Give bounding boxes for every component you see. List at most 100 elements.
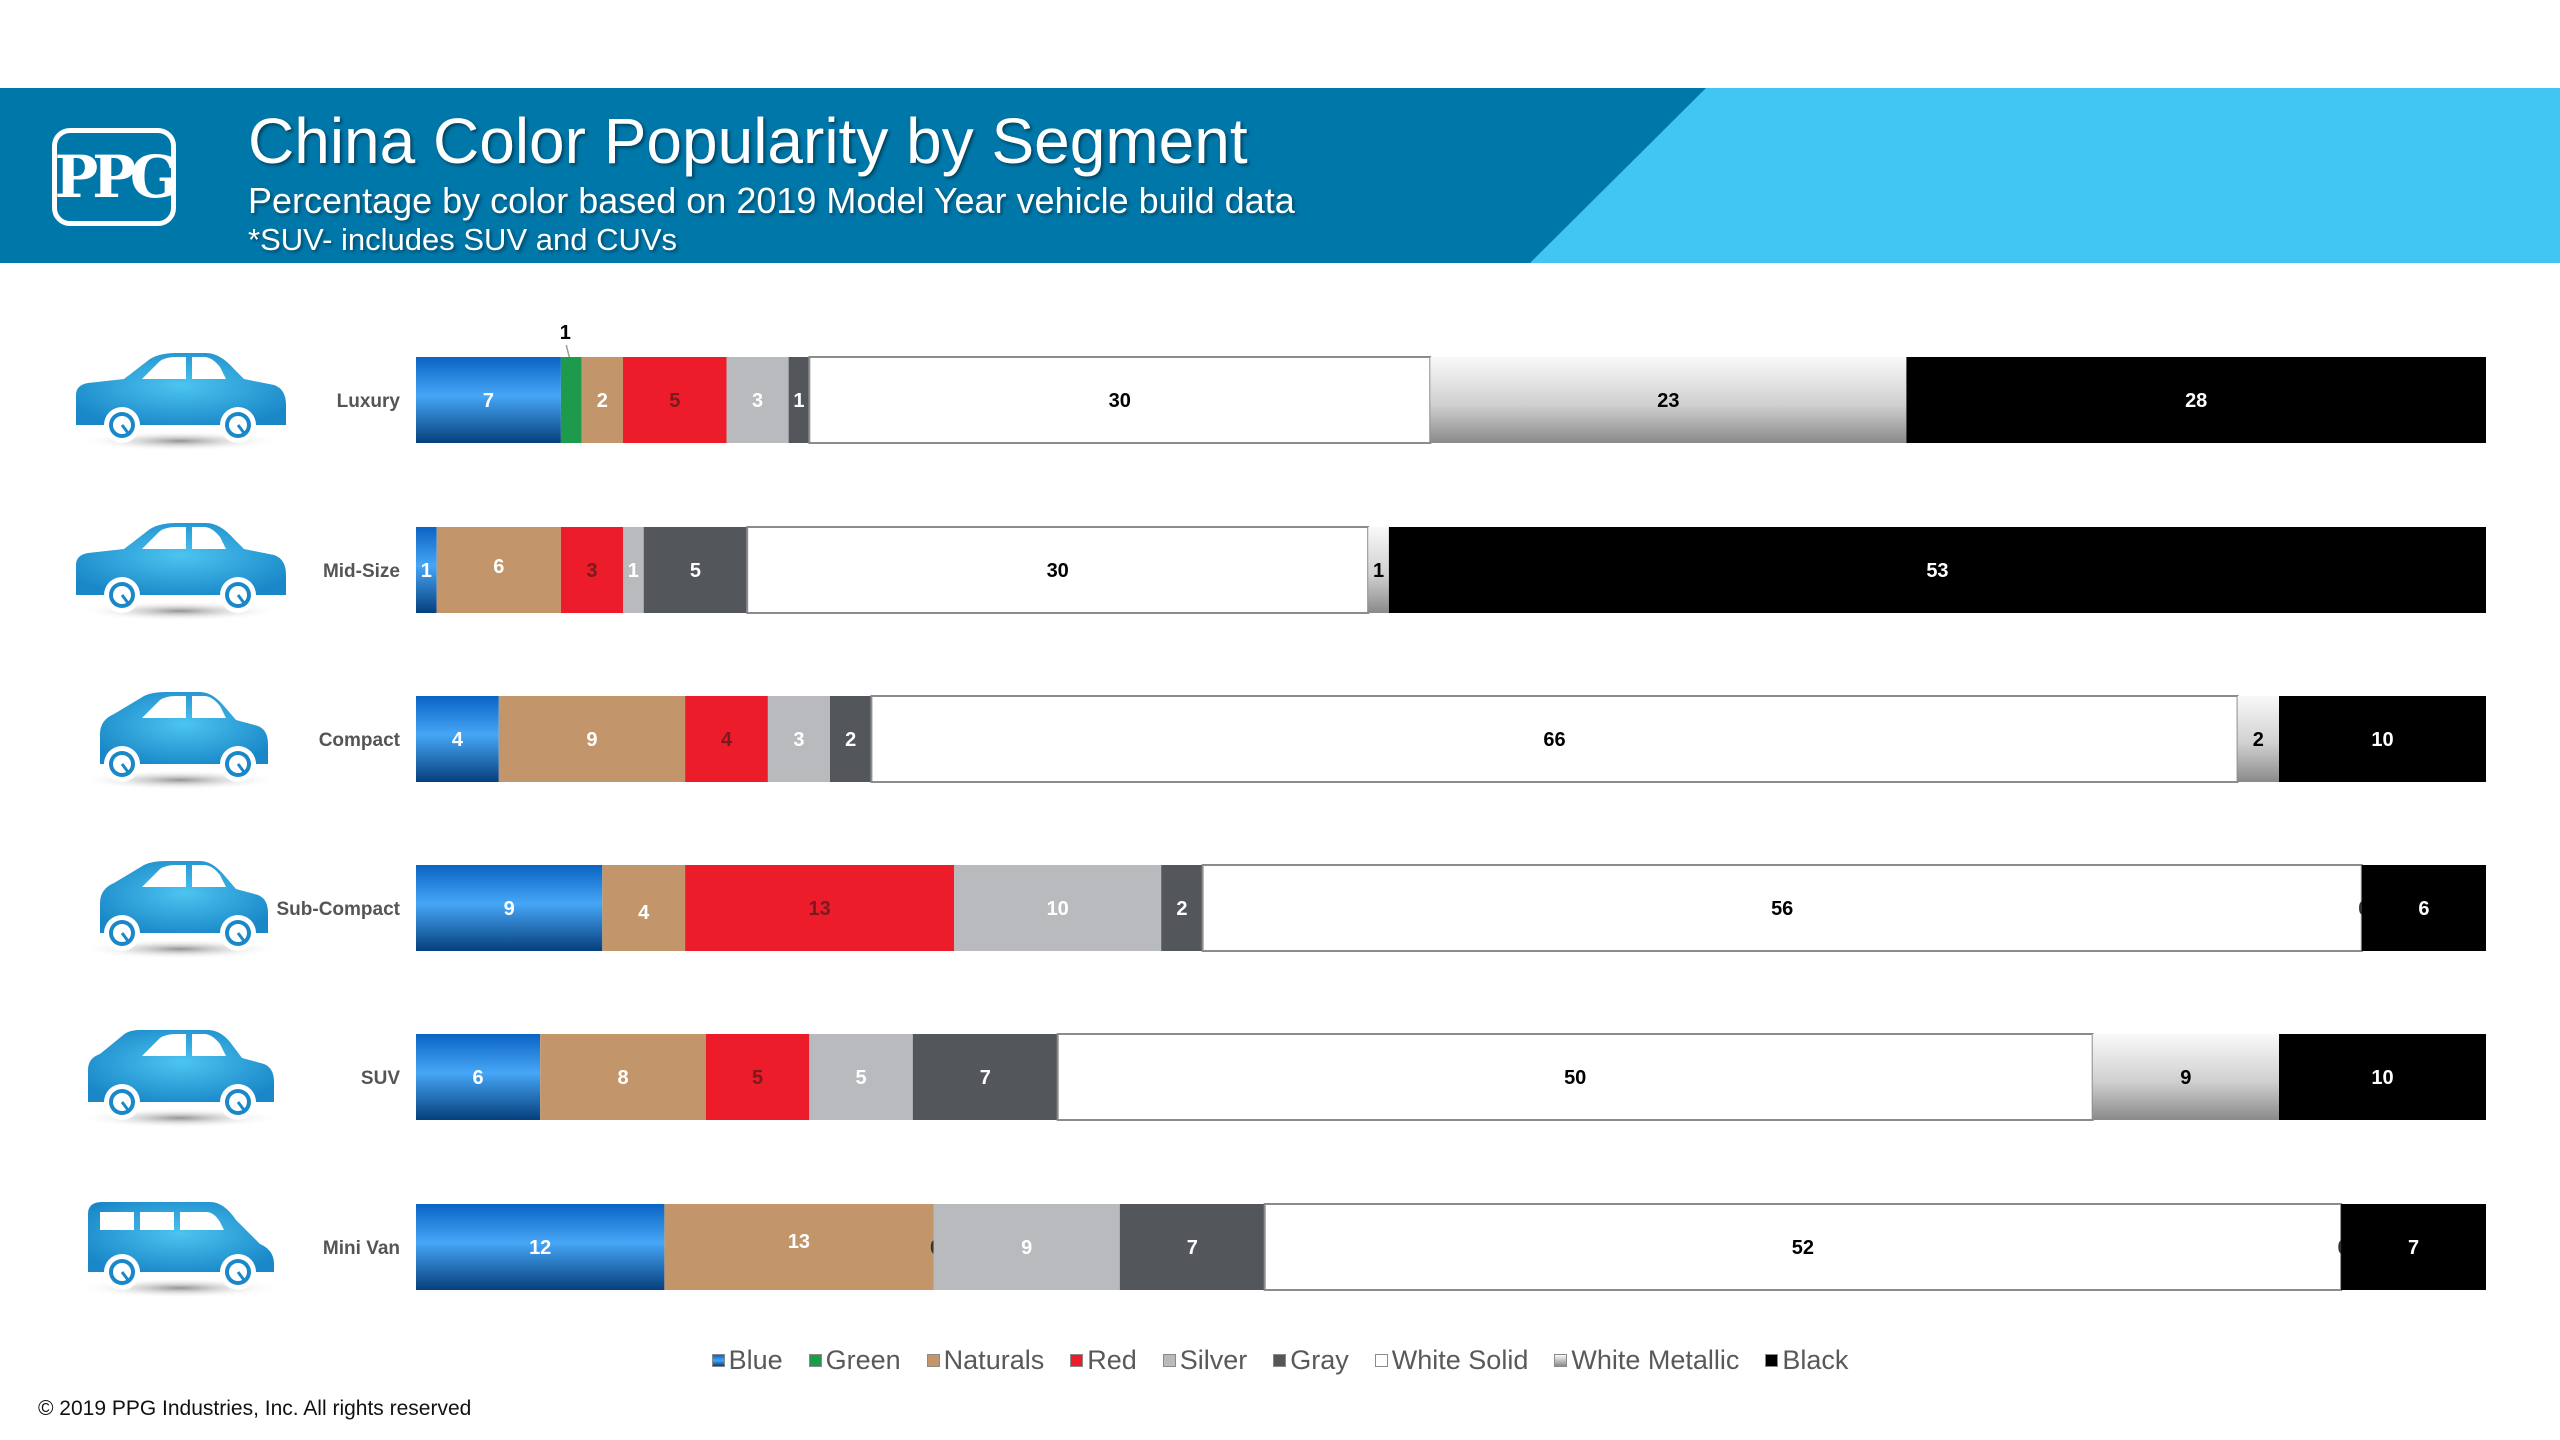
bar-segment-luxury-blue — [416, 357, 561, 443]
legend-item-gray: Gray — [1273, 1345, 1349, 1376]
legend-item-white-metallic: White Metallic — [1554, 1345, 1739, 1376]
bar-segment-luxury-red — [623, 357, 727, 443]
hatchback-car-icon — [80, 692, 280, 790]
subcompact-car-icon — [80, 861, 280, 959]
data-label-mini-van-gray: 7 — [1187, 1237, 1198, 1259]
data-label-suv-silver: 5 — [855, 1067, 866, 1089]
data-label-compact-blue: 4 — [452, 729, 464, 751]
bar-segment-luxury-white-metallic — [1430, 357, 1907, 443]
bar-segment-compact-gray — [830, 696, 872, 782]
data-label-luxury-white-solid: 30 — [1109, 390, 1131, 412]
bar-row-sub-compact: Sub-Compact94131025606 — [277, 864, 2486, 952]
legend-label: White Metallic — [1571, 1345, 1740, 1375]
legend-swatch-red — [1070, 1354, 1084, 1367]
legend-item-black: Black — [1765, 1345, 1848, 1376]
data-label-luxury-gray: 1 — [793, 390, 804, 412]
data-label-sub-compact-gray: 2 — [1176, 898, 1187, 920]
category-label: SUV — [361, 1068, 400, 1089]
bar-segment-luxury-black — [1906, 357, 2486, 443]
legend-label: White Solid — [1391, 1345, 1529, 1375]
bar-segment-mid-size-gray — [643, 527, 748, 613]
bar-segment-compact-naturals — [498, 696, 686, 782]
data-label-suv-black: 10 — [2371, 1067, 2393, 1089]
category-label: Mini Van — [323, 1238, 400, 1259]
bar-segment-sub-compact-black — [2361, 865, 2486, 951]
legend-swatch-blue — [711, 1354, 725, 1367]
bar-segment-compact-blue — [416, 696, 499, 782]
chart-legend: Blue Green Naturals Red Silver Gray White Soli… — [0, 1345, 2560, 1376]
suv-car-icon — [80, 1030, 280, 1128]
legend-label: Silver — [1179, 1345, 1248, 1375]
legend-swatch-silver — [1162, 1354, 1176, 1367]
legend-item-blue: Blue — [711, 1345, 783, 1376]
header-dark-band: PPG China Color Popularity by Segment Pe… — [0, 88, 1706, 263]
bar-segment-sub-compact-red — [685, 865, 955, 951]
legend-label: Green — [825, 1345, 901, 1375]
category-label: Compact — [319, 730, 401, 751]
bar-row-compact: Compact 4 9 4 3 2 66 2 10 — [319, 695, 2486, 783]
bar-segment-mid-size-silver — [623, 527, 644, 613]
data-label-compact-gray: 2 — [845, 729, 856, 751]
bar-segment-compact-black — [2279, 696, 2486, 782]
data-label-compact-silver: 3 — [793, 729, 804, 751]
bar-segment-suv-white-metallic — [2092, 1034, 2279, 1120]
bar-segment-mini-van-silver — [933, 1204, 1120, 1290]
bar-segment-sub-compact-white-solid — [1201, 864, 2363, 952]
bar-segment-luxury-gray — [788, 357, 810, 443]
data-label-luxury-green: 1 — [560, 322, 571, 344]
legend-label: Red — [1087, 1345, 1137, 1375]
page-note: *SUV- includes SUV and CUVs — [248, 222, 678, 257]
data-label-mini-van-naturals: 13 — [788, 1231, 810, 1253]
data-label-sub-compact-red: 13 — [809, 898, 831, 920]
copyright-footer: © 2019 PPG Industries, Inc. All rights r… — [38, 1397, 472, 1420]
minivan-icon — [80, 1202, 280, 1298]
bar-segment-compact-red — [685, 696, 768, 782]
header-banner: PPG China Color Popularity by Segment Pe… — [0, 88, 2560, 263]
data-label-mid-size-silver: 1 — [628, 560, 639, 582]
bar-segment-luxury-green — [560, 357, 582, 443]
category-label: Sub-Compact — [277, 899, 401, 920]
data-label-mid-size-blue: 1 — [421, 560, 432, 582]
bar-segment-compact-white-metallic — [2237, 696, 2279, 782]
bar-segment-compact-white-solid — [870, 695, 2239, 783]
bar-row-mini-van: Mini Van12130975207 — [323, 1203, 2486, 1291]
data-label-sub-compact-white-solid: 56 — [1771, 898, 1793, 920]
data-label-mid-size-gray: 5 — [690, 560, 701, 582]
data-label-mini-van-blue: 12 — [529, 1237, 551, 1259]
sedan-car-icon — [76, 353, 286, 451]
bar-segment-compact-silver — [767, 696, 830, 782]
bar-row-luxury: Luxury 7 1 2 5 3 1 30 23 28 — [337, 322, 2486, 444]
bar-segment-luxury-silver — [726, 357, 789, 443]
data-label-compact-red: 4 — [721, 729, 733, 751]
data-label-mini-van-silver: 9 — [1021, 1237, 1032, 1259]
legend-swatch-black — [1765, 1354, 1779, 1367]
data-label-suv-gray: 7 — [980, 1067, 991, 1089]
bar-segment-mini-van-black — [2341, 1204, 2486, 1290]
data-label-compact-black: 10 — [2371, 729, 2393, 751]
bar-segment-mini-van-white-solid — [1263, 1203, 2343, 1291]
data-label-mini-van-black: 7 — [2408, 1237, 2419, 1259]
data-label-compact-naturals: 9 — [586, 729, 597, 751]
data-label-suv-red: 5 — [752, 1067, 763, 1089]
page-title: China Color Popularity by Segment — [248, 105, 1248, 177]
legend-swatch-white-metallic — [1554, 1354, 1568, 1367]
data-label-luxury-silver: 3 — [752, 390, 763, 412]
bar-segment-sub-compact-naturals — [602, 865, 686, 951]
data-label-sub-compact-naturals: 4 — [638, 902, 650, 924]
bar-segment-sub-compact-silver — [954, 865, 1162, 951]
data-label-luxury-blue: 7 — [483, 390, 494, 412]
data-label-suv-white-solid: 50 — [1564, 1067, 1586, 1089]
bar-row-mid-size: Mid-Size 1 6 3 1 5 30 1 53 — [323, 526, 2486, 614]
logo-text: PPG — [54, 143, 180, 211]
legend-label: Blue — [728, 1345, 783, 1375]
data-label-mid-size-red: 3 — [586, 560, 597, 582]
bar-segment-suv-gray — [912, 1034, 1058, 1120]
category-label: Luxury — [337, 391, 401, 412]
data-label-sub-compact-blue: 9 — [504, 898, 515, 920]
data-label-mini-van-white-solid: 52 — [1792, 1237, 1814, 1259]
data-label-luxury-naturals: 2 — [597, 390, 608, 412]
leader-line — [565, 344, 570, 358]
bar-segment-mini-van-gray — [1119, 1204, 1265, 1290]
data-label-luxury-red: 5 — [669, 390, 680, 412]
